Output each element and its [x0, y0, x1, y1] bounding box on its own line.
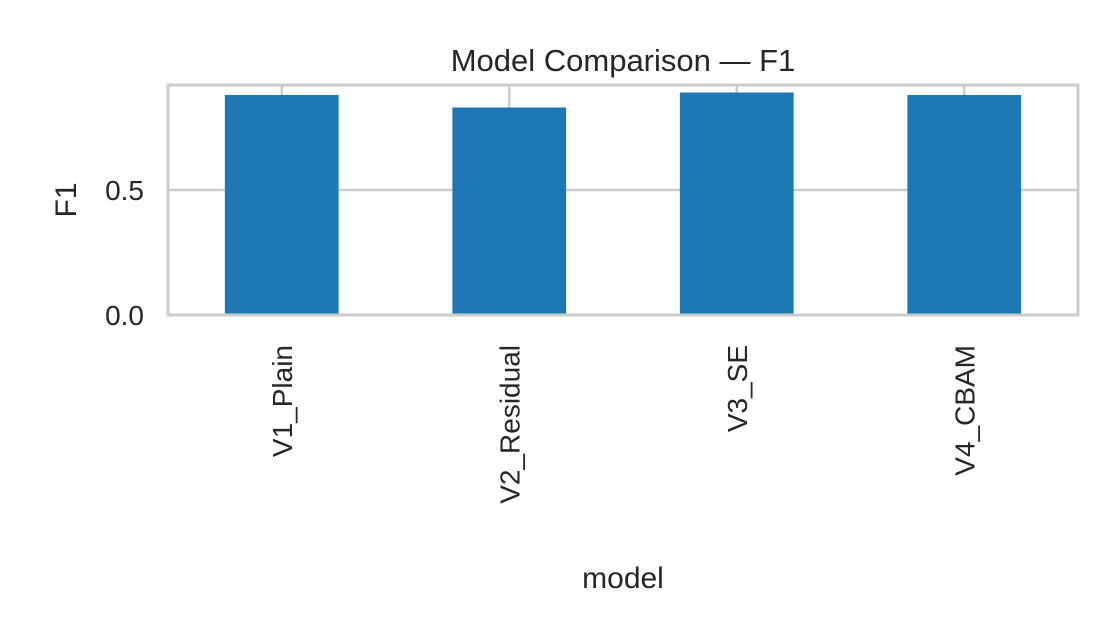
bar-v4-cbam: [907, 95, 1022, 315]
plot-frame: [166, 83, 1080, 317]
y-tick-label: 0.0: [105, 300, 144, 331]
x-tick-label: V4_CBAM: [949, 345, 980, 476]
x-axis-label: model: [582, 562, 664, 595]
y-tick-labels: 0.0 0.5: [105, 175, 144, 331]
x-tick-label: V1_Plain: [267, 345, 298, 457]
bar-v2-residual: [452, 107, 567, 315]
chart-title: Model Comparison — F1: [451, 43, 796, 78]
y-tick-label: 0.5: [105, 175, 144, 206]
bars: [224, 92, 1022, 315]
x-tick-label: V2_Residual: [494, 345, 525, 504]
y-axis-label: F1: [50, 182, 83, 217]
bar-v1-plain: [224, 95, 339, 315]
x-tick-label: V3_SE: [722, 345, 753, 432]
x-tick-labels: V1_Plain V2_Residual V3_SE V4_CBAM: [267, 345, 981, 504]
bar-v3-se: [679, 92, 794, 315]
